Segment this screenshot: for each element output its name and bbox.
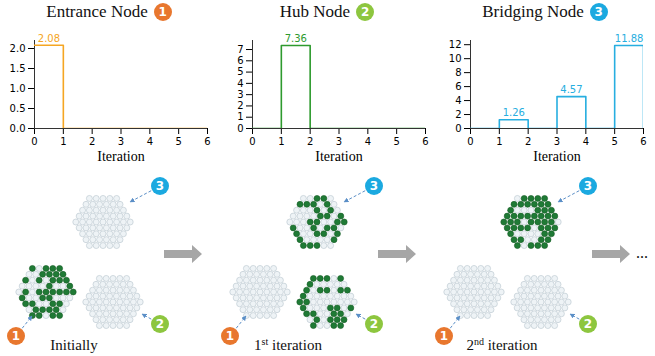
svg-text:8: 8	[455, 67, 461, 78]
svg-text:11.88: 11.88	[614, 33, 643, 44]
svg-text:5: 5	[393, 136, 399, 147]
svg-text:2: 2	[524, 136, 530, 147]
svg-text:1: 1	[12, 329, 20, 343]
svg-text:2: 2	[584, 317, 592, 331]
svg-text:...: ...	[636, 244, 648, 261]
svg-text:1: 1	[278, 136, 284, 147]
svg-text:1: 1	[496, 136, 502, 147]
html-text:1: 1	[158, 5, 167, 19]
svg-text:5: 5	[175, 136, 181, 147]
svg-text:6: 6	[640, 136, 646, 147]
svg-text:1: 1	[440, 329, 448, 343]
svg-text:3: 3	[335, 136, 341, 147]
svg-text:1: 1	[60, 136, 66, 147]
svg-text:4: 4	[582, 136, 588, 147]
svg-text:2nd iteration: 2nd iteration	[466, 336, 538, 353]
svg-text:0: 0	[31, 136, 37, 147]
svg-text:0.5: 0.5	[9, 103, 25, 114]
svg-text:2.08: 2.08	[37, 33, 59, 44]
svg-text:Initially: Initially	[50, 337, 98, 353]
svg-text:0.0: 0.0	[9, 123, 25, 134]
html-text:Hub Node: Hub Node	[279, 2, 351, 21]
svg-text:6: 6	[455, 81, 461, 92]
svg-text:2: 2	[306, 136, 312, 147]
svg-text:10: 10	[448, 53, 461, 64]
svg-text:1: 1	[237, 111, 243, 122]
svg-text:4: 4	[364, 136, 370, 147]
svg-text:2: 2	[237, 100, 243, 111]
svg-text:5: 5	[237, 66, 243, 77]
svg-text:12: 12	[448, 39, 461, 50]
svg-text:4: 4	[146, 136, 152, 147]
svg-text:6: 6	[204, 136, 210, 147]
svg-text:3: 3	[156, 179, 164, 193]
svg-text:2: 2	[156, 317, 164, 331]
html-text:2: 2	[361, 5, 370, 19]
svg-text:3: 3	[237, 89, 243, 100]
svg-text:5: 5	[611, 136, 617, 147]
svg-text:3: 3	[370, 179, 378, 193]
svg-text:4: 4	[455, 95, 461, 106]
svg-text:4: 4	[237, 78, 243, 89]
svg-text:1: 1	[226, 329, 234, 343]
svg-text:0: 0	[455, 123, 461, 134]
svg-text:Iteration: Iteration	[97, 149, 144, 164]
svg-text:2: 2	[455, 109, 461, 120]
svg-text:0: 0	[249, 136, 255, 147]
svg-text:1.26: 1.26	[502, 107, 524, 118]
svg-text:1.0: 1.0	[9, 83, 25, 94]
svg-text:2: 2	[88, 136, 94, 147]
svg-text:1.5: 1.5	[9, 63, 25, 74]
html-text:Bridging Node: Bridging Node	[482, 2, 584, 21]
svg-text:2: 2	[370, 317, 378, 331]
svg-text:3: 3	[584, 179, 592, 193]
html-text:Entrance Node: Entrance Node	[46, 2, 148, 21]
svg-text:Iteration: Iteration	[315, 149, 362, 164]
svg-text:7.36: 7.36	[284, 33, 306, 44]
svg-text:1st iteration: 1st iteration	[254, 336, 322, 353]
html-text:3: 3	[594, 5, 603, 19]
svg-text:4.57: 4.57	[560, 84, 582, 95]
svg-text:3: 3	[117, 136, 123, 147]
svg-text:6: 6	[237, 55, 243, 66]
svg-text:Iteration: Iteration	[533, 149, 580, 164]
svg-text:2.0: 2.0	[9, 43, 25, 54]
svg-text:7: 7	[237, 44, 243, 55]
svg-text:3: 3	[553, 136, 559, 147]
svg-text:0: 0	[467, 136, 473, 147]
svg-text:0: 0	[237, 123, 243, 134]
svg-text:6: 6	[422, 136, 428, 147]
